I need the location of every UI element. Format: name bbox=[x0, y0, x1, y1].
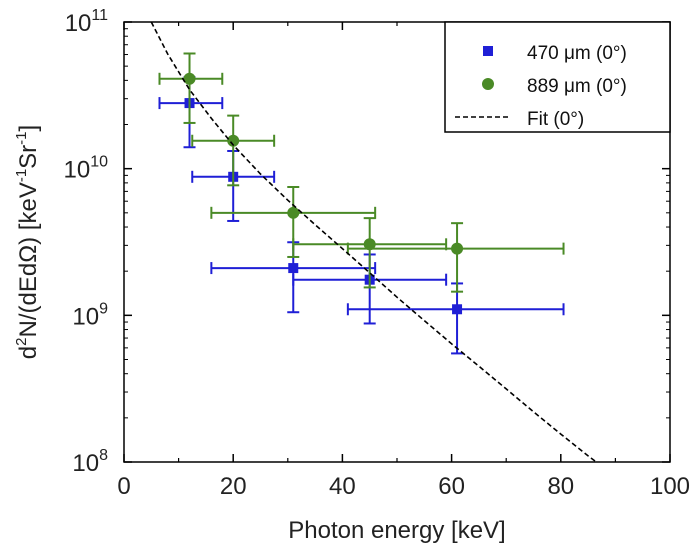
legend-label: 470 μm (0°) bbox=[527, 43, 627, 64]
legend-label: Fit (0°) bbox=[527, 109, 584, 130]
x-tick-label: 60 bbox=[438, 473, 465, 500]
legend-label: 889 μm (0°) bbox=[527, 76, 627, 97]
legend-circle-icon bbox=[482, 78, 494, 90]
x-axis-label: Photon energy [keV] bbox=[288, 517, 505, 544]
x-tick-label: 0 bbox=[117, 473, 130, 500]
x-tick-label: 40 bbox=[329, 473, 356, 500]
data-point bbox=[346, 282, 565, 355]
data-point bbox=[210, 185, 377, 258]
legend: 470 μm (0°) 889 μm (0°) Fit (0°) bbox=[444, 21, 671, 133]
circle-marker bbox=[363, 238, 376, 251]
data-point bbox=[158, 76, 224, 149]
legend-square-icon bbox=[483, 46, 493, 56]
y-tick-label: 108 bbox=[72, 447, 108, 477]
square-marker bbox=[452, 304, 463, 315]
y-axis-label: d2N/(dEdΩ) [keV-1Sr-1] bbox=[13, 125, 42, 359]
x-tick-label: 100 bbox=[650, 473, 690, 500]
x-axis: 0 20 40 60 80 100 bbox=[117, 22, 690, 500]
y-tick-label: 1010 bbox=[64, 154, 109, 184]
x-tick-label: 20 bbox=[220, 473, 247, 500]
y-tick-label: 109 bbox=[72, 300, 108, 330]
data-point bbox=[191, 114, 276, 187]
y-tick-label: 1011 bbox=[65, 7, 108, 37]
data-point bbox=[292, 217, 448, 289]
legend-box bbox=[444, 21, 671, 133]
circle-marker bbox=[287, 206, 300, 219]
data-point bbox=[158, 52, 224, 124]
fit-line bbox=[150, 22, 598, 462]
circle-marker bbox=[227, 134, 240, 147]
square-marker bbox=[288, 263, 299, 274]
circle-marker bbox=[183, 72, 196, 85]
circle-marker bbox=[451, 242, 464, 255]
chart-marks bbox=[150, 22, 598, 462]
x-tick-label: 80 bbox=[547, 473, 574, 500]
